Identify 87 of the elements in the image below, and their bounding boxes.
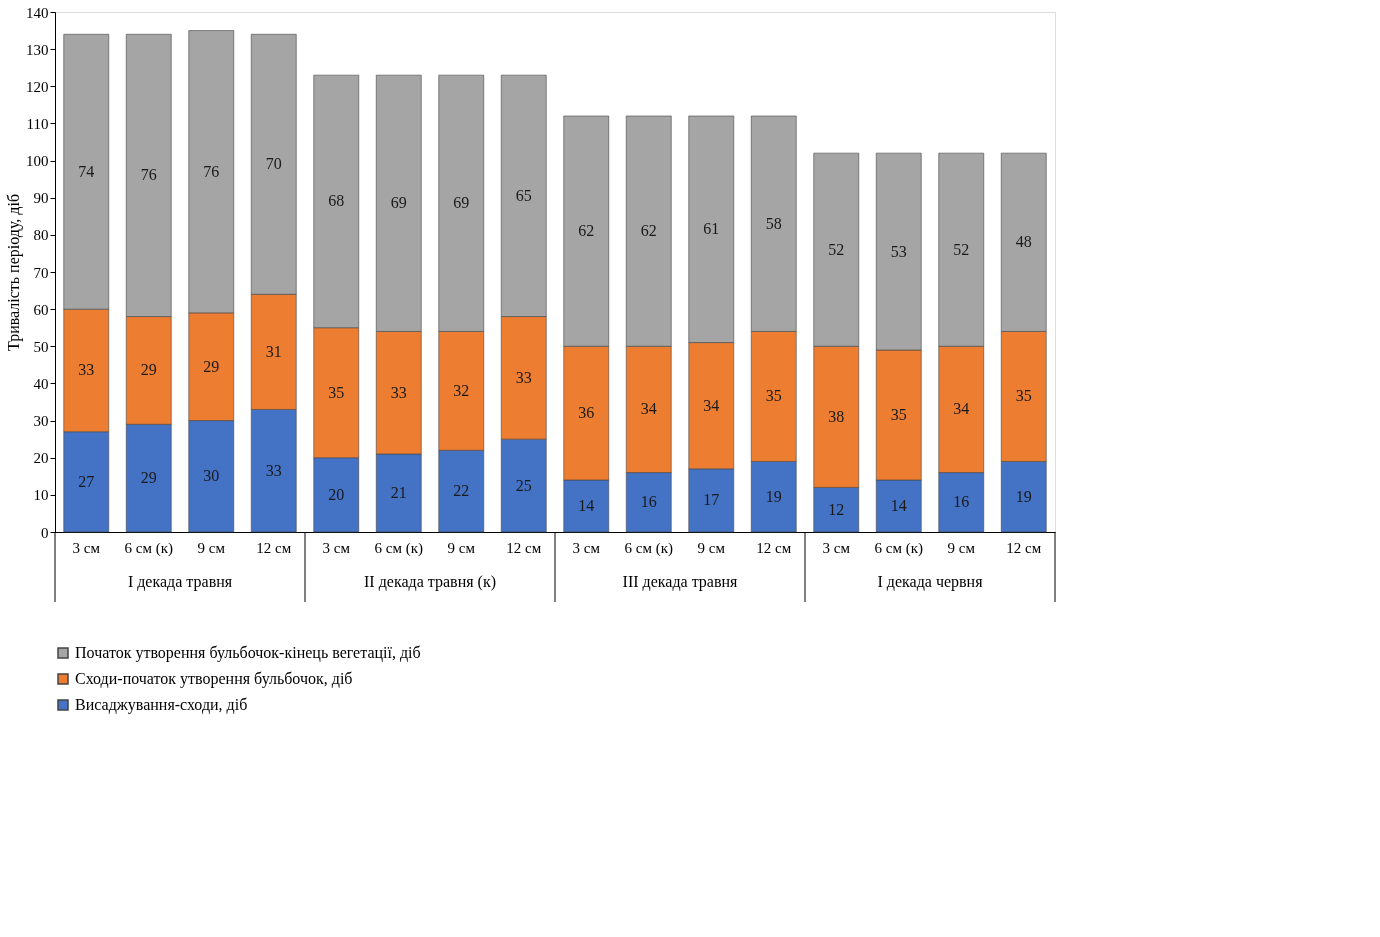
data-label: 16 xyxy=(640,493,657,511)
data-label: 58 xyxy=(765,214,782,232)
y-tick-label: 80 xyxy=(33,227,49,244)
data-label: 65 xyxy=(515,186,532,204)
data-label: 29 xyxy=(140,361,157,379)
data-label: 25 xyxy=(515,476,532,494)
data-label: 53 xyxy=(890,242,907,260)
data-label: 62 xyxy=(578,222,595,240)
data-label: 33 xyxy=(515,368,532,386)
y-tick-label: 70 xyxy=(33,264,49,281)
y-tick-label: 140 xyxy=(26,4,49,21)
legend-label: Сходи-початок утворення бульбочок, діб xyxy=(75,670,353,688)
data-label: 36 xyxy=(578,404,595,422)
data-label: 38 xyxy=(828,407,845,425)
data-label: 34 xyxy=(703,396,720,414)
y-tick-label: 50 xyxy=(33,338,49,355)
x-tick-label: 6 см (к) xyxy=(124,539,173,557)
data-label: 76 xyxy=(140,166,157,184)
x-tick-label: 12 см xyxy=(1006,539,1042,556)
x-tick-label: 9 см xyxy=(447,539,476,556)
data-label: 34 xyxy=(953,400,970,418)
data-label: 30 xyxy=(203,467,220,485)
data-label: 29 xyxy=(140,469,157,487)
y-tick-label: 120 xyxy=(26,78,49,95)
x-tick-label: 9 см xyxy=(197,539,226,556)
y-tick-label: 20 xyxy=(33,450,49,467)
data-label: 69 xyxy=(390,194,407,212)
y-axis-title: Тривалість періоду, діб xyxy=(5,193,23,352)
data-label: 61 xyxy=(703,220,720,238)
data-label: 17 xyxy=(703,491,720,509)
data-label: 48 xyxy=(1015,233,1032,251)
data-label: 29 xyxy=(203,357,220,375)
data-label: 14 xyxy=(890,497,907,514)
data-label: 14 xyxy=(578,497,595,514)
data-label: 22 xyxy=(453,482,470,500)
x-tick-label: 12 см xyxy=(506,539,542,556)
data-label: 32 xyxy=(453,381,470,399)
data-label: 35 xyxy=(765,387,782,405)
data-label: 21 xyxy=(390,484,407,501)
data-label: 33 xyxy=(390,383,407,401)
data-label: 19 xyxy=(1015,487,1032,505)
data-label: 34 xyxy=(640,400,657,418)
x-tick-label: 6 см (к) xyxy=(374,539,423,557)
y-tick-label: 90 xyxy=(33,190,49,207)
data-label: 52 xyxy=(828,240,845,258)
y-tick-label: 130 xyxy=(26,41,49,58)
data-label: 76 xyxy=(203,162,220,180)
y-tick-label: 40 xyxy=(33,375,49,392)
x-tick-label: 3 см xyxy=(322,539,351,556)
legend-label: Висаджування-сходи, діб xyxy=(75,696,248,714)
x-tick-label: 9 см xyxy=(947,539,976,556)
data-label: 16 xyxy=(953,493,970,511)
data-label: 35 xyxy=(890,406,907,423)
x-tick-label: 3 см xyxy=(572,539,601,556)
legend-label: Початок утворення бульбочок-кінець вегетації, діб xyxy=(75,644,421,662)
x-tick-label: 6 см (к) xyxy=(874,539,923,557)
data-label: 33 xyxy=(78,361,95,379)
data-label: 20 xyxy=(328,485,345,503)
y-tick-label: 0 xyxy=(41,524,49,541)
y-tick-label: 30 xyxy=(33,413,49,430)
data-label: 69 xyxy=(453,194,470,212)
x-tick-label: 3 см xyxy=(72,539,101,556)
data-label: 27 xyxy=(78,472,95,490)
data-label: 12 xyxy=(828,500,845,518)
data-label: 35 xyxy=(1015,387,1032,405)
data-label: 68 xyxy=(328,192,345,210)
data-label: 31 xyxy=(265,342,282,360)
data-label: 62 xyxy=(640,222,657,240)
data-label: 52 xyxy=(953,240,970,258)
data-label: 35 xyxy=(328,383,345,401)
y-tick-label: 110 xyxy=(26,115,49,132)
text: III декада травня xyxy=(622,573,739,591)
data-label: 19 xyxy=(765,487,782,505)
data-label: 33 xyxy=(265,461,282,479)
y-tick-label: 60 xyxy=(33,301,49,318)
text: I декада червня xyxy=(877,573,984,591)
x-tick-label: 6 см (к) xyxy=(624,539,673,557)
x-tick-label: 3 см xyxy=(822,539,851,556)
x-tick-label: 12 см xyxy=(756,539,792,556)
data-label: 70 xyxy=(265,155,282,173)
x-tick-label: 12 см xyxy=(256,539,292,556)
y-tick-label: 10 xyxy=(33,487,49,504)
y-tick-label: 100 xyxy=(26,153,49,170)
text: I декада травня xyxy=(127,573,233,591)
x-tick-label: 9 см xyxy=(697,539,726,556)
text: II декада травня (к) xyxy=(364,573,496,591)
data-label: 74 xyxy=(78,162,95,180)
